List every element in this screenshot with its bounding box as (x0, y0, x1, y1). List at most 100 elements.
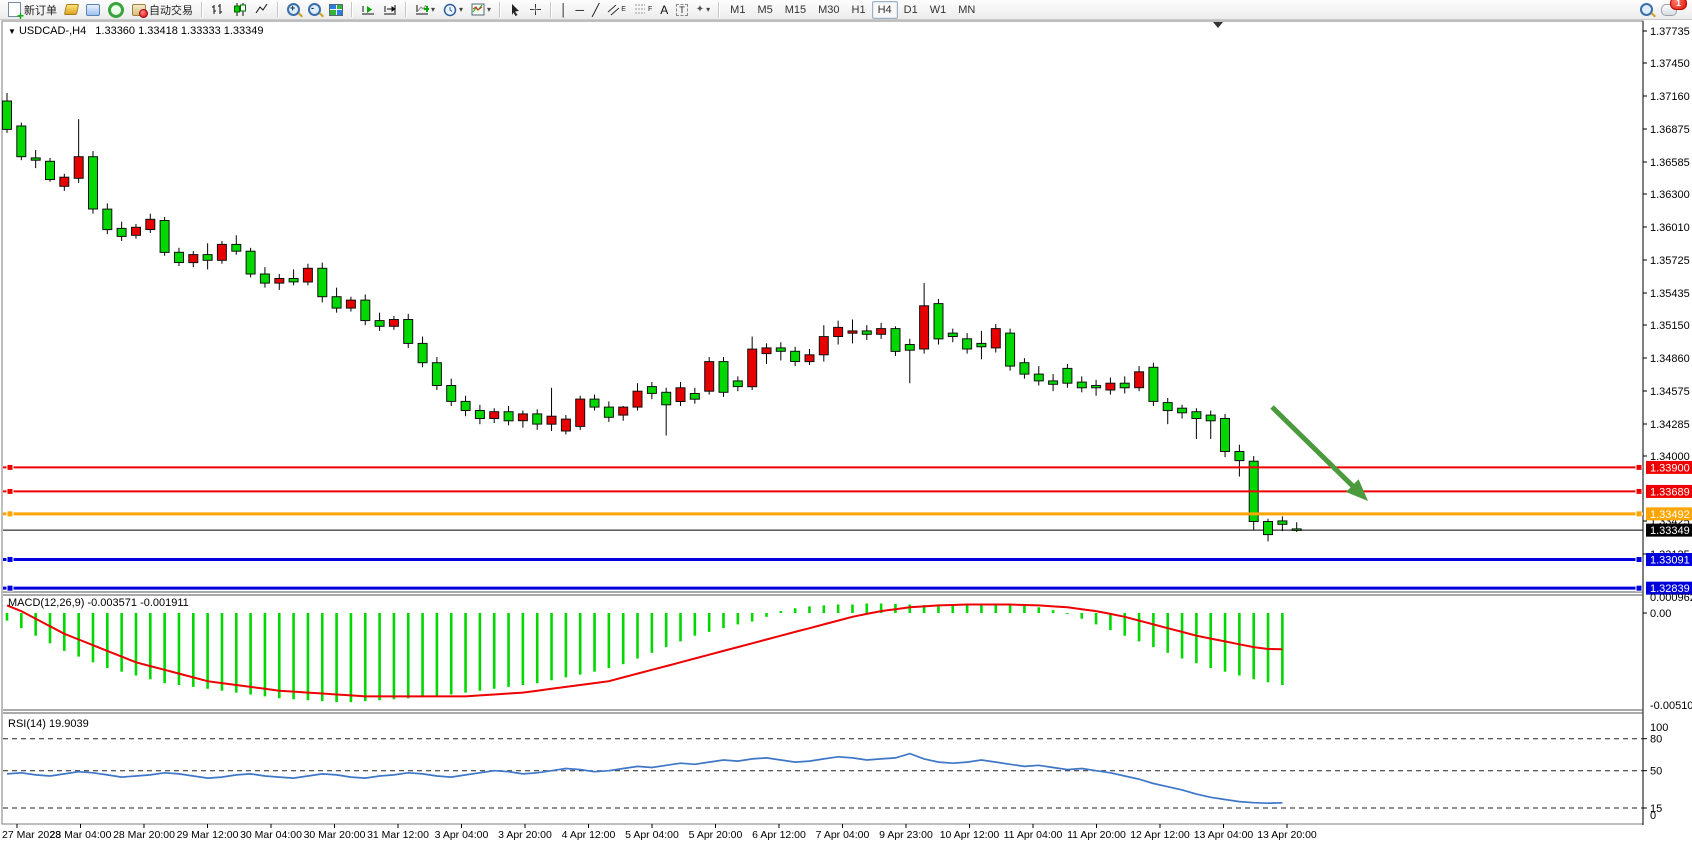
line-handle[interactable] (1635, 510, 1643, 518)
candle (517, 413, 528, 422)
candle (474, 410, 485, 419)
timeframe-H1[interactable]: H1 (851, 3, 866, 16)
profiles-button[interactable] (62, 1, 81, 19)
fibonacci-tool[interactable]: F (631, 1, 655, 19)
line-chart-icon (255, 3, 268, 14)
candle (16, 125, 27, 158)
candle (116, 227, 127, 237)
rsi-indicator-label: RSI(14) 19.9039 (8, 718, 89, 730)
notifications-button[interactable]: 1 (1658, 0, 1687, 19)
zoom-in-icon: + (287, 3, 300, 16)
market-watch-button[interactable] (83, 1, 103, 19)
auto-scroll-button[interactable] (358, 1, 378, 19)
zoom-out-icon: - (308, 3, 321, 16)
price-line-label-text: 1.33492 (1650, 509, 1690, 521)
cursor-button[interactable] (506, 1, 524, 19)
line-handle[interactable] (6, 463, 14, 471)
tile-windows-button[interactable] (326, 1, 346, 19)
line-handle[interactable] (6, 487, 14, 495)
timeframe-M5[interactable]: M5 (757, 3, 773, 16)
autotrading-button[interactable]: 自动交易 (129, 1, 196, 19)
templates-button[interactable]: ▾ (468, 1, 494, 19)
line-handle[interactable] (6, 555, 14, 563)
chart-title: ▼ USDCAD-,H4 1.33360 1.33418 1.33333 1.3… (8, 25, 264, 37)
candle (317, 267, 328, 298)
text-tool[interactable]: A (660, 2, 669, 17)
timeframe-MN[interactable]: MN (958, 3, 976, 16)
bar-chart-button[interactable] (208, 1, 228, 19)
timeframe-W1[interactable]: W1 (929, 3, 947, 16)
candle (1048, 380, 1059, 385)
toolbar-separator (550, 2, 553, 17)
timeframe-M30[interactable]: M30 (818, 3, 840, 16)
candle (446, 385, 457, 402)
new-order-button[interactable]: 新订单 (5, 1, 60, 21)
candlestick-chart-button[interactable] (230, 1, 250, 19)
candle (1134, 371, 1145, 389)
candle (1277, 520, 1288, 525)
line-handle[interactable] (6, 510, 14, 518)
horizontal-line-tool[interactable]: ─ (575, 2, 585, 17)
candle (1062, 367, 1073, 384)
time-label: 4 Apr 12:00 (562, 829, 616, 841)
profiles-icon (63, 4, 80, 15)
trendline-tool[interactable]: ╱ (592, 2, 600, 17)
candle (360, 299, 371, 322)
channel-tool[interactable]: E (604, 1, 629, 19)
candle (1220, 418, 1230, 452)
crosshair-button[interactable] (526, 1, 545, 19)
time-label: 5 Apr 20:00 (689, 829, 743, 841)
timeframe-M15[interactable]: M15 (784, 3, 807, 16)
indicators-button[interactable]: ▾ (412, 1, 438, 19)
line-handle[interactable] (1635, 584, 1643, 592)
chart-shift-button[interactable] (380, 1, 400, 19)
candle (159, 220, 170, 253)
candle (575, 398, 586, 427)
tile-windows-icon (329, 3, 343, 16)
autotrading-icon (132, 3, 148, 18)
candle (131, 226, 141, 236)
candle (30, 157, 41, 161)
timeframe-M1[interactable]: M1 (730, 3, 746, 16)
candle (1263, 521, 1273, 536)
chart-frame (1, 20, 1644, 825)
candle (503, 411, 514, 422)
shift-marker-icon (1213, 22, 1223, 28)
search-button[interactable] (1637, 1, 1656, 19)
time-label: 28 Mar 20:00 (113, 829, 175, 841)
one-click-expander-icon[interactable]: ▼ (8, 27, 16, 36)
vertical-line-tool[interactable]: │ (560, 2, 568, 17)
line-handle[interactable] (1635, 555, 1643, 563)
text-label-tool[interactable]: T (673, 1, 691, 19)
candle (231, 243, 242, 252)
candle (675, 387, 686, 402)
line-handle[interactable] (6, 584, 14, 592)
periods-button[interactable]: ▾ (440, 1, 466, 19)
candle (718, 361, 729, 393)
price-line-label (1646, 552, 1692, 566)
zoom-in-button[interactable]: + (284, 1, 303, 19)
line-chart-button[interactable] (252, 1, 272, 19)
candle (331, 296, 342, 309)
current-price-label (1646, 523, 1692, 537)
time-label: 9 Apr 23:00 (879, 829, 933, 841)
price-tick-label: 1.34575 (1650, 386, 1690, 398)
trend-arrow-annotation[interactable] (1270, 405, 1360, 493)
timeframe-D1[interactable]: D1 (903, 3, 918, 16)
candle (1162, 402, 1173, 412)
candle (704, 361, 715, 392)
line-handle[interactable] (1635, 463, 1643, 471)
candle (876, 328, 887, 335)
candle (618, 406, 629, 416)
trend-arrow-head[interactable] (1346, 479, 1368, 501)
dropdown-arrow-icon: ▾ (459, 5, 464, 14)
candle (947, 332, 958, 338)
arrows-tool[interactable]: ✦ ▾ (695, 4, 711, 15)
candle (747, 348, 758, 388)
zoom-out-button[interactable]: - (305, 1, 324, 19)
navigator-button[interactable] (105, 1, 127, 19)
candle (761, 347, 772, 355)
line-handle[interactable] (1635, 487, 1643, 495)
timeframe-H4[interactable]: H4 (871, 0, 898, 19)
